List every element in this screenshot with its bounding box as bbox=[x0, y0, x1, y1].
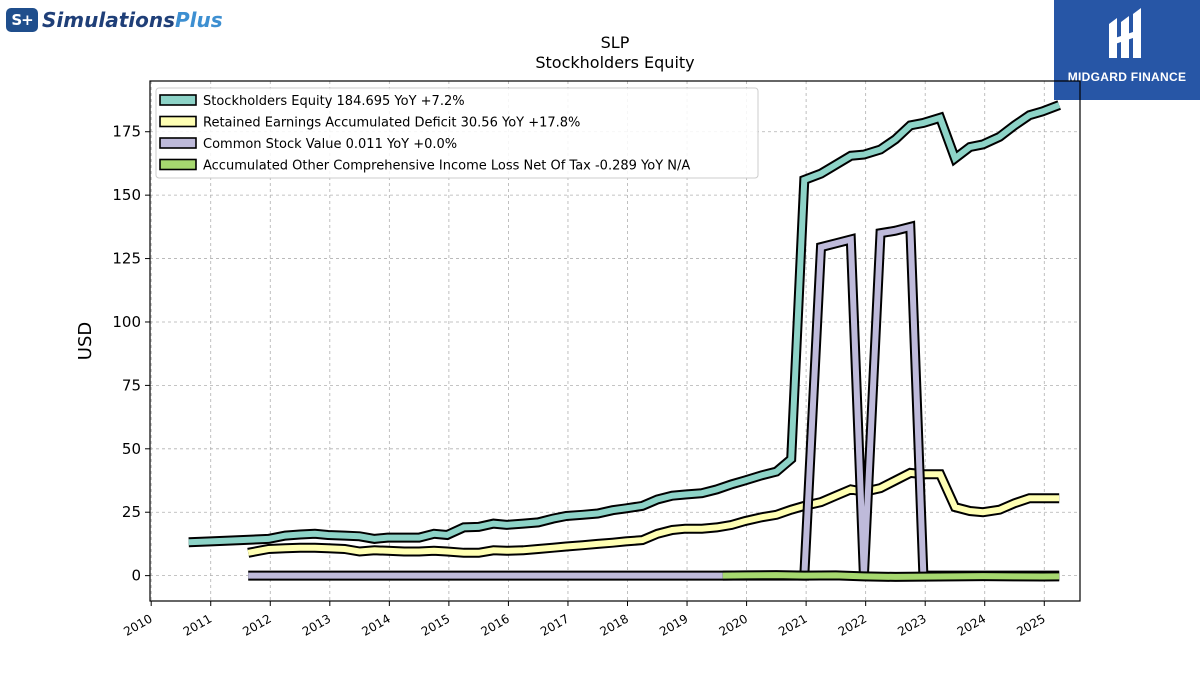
x-tick-label: 2011 bbox=[181, 611, 214, 638]
simulationsplus-wordmark: SimulationsPlus bbox=[42, 8, 223, 32]
series-line-3 bbox=[722, 572, 1060, 580]
x-tick-label: 2020 bbox=[717, 611, 750, 638]
legend-swatch bbox=[159, 115, 197, 128]
y-tick-label: 0 bbox=[131, 567, 141, 585]
y-axis-label: USD bbox=[75, 322, 96, 360]
y-tick-label: 175 bbox=[112, 123, 141, 141]
plot-frame bbox=[149, 80, 1081, 602]
x-tick-label: 2023 bbox=[895, 611, 928, 638]
legend-swatch bbox=[159, 158, 197, 171]
y-tick-label: 100 bbox=[112, 313, 141, 331]
midgard-finance-name: MIDGARD FINANCE bbox=[1067, 70, 1187, 84]
x-tick-label: 2024 bbox=[955, 611, 988, 638]
x-tick-label: 2017 bbox=[538, 611, 571, 638]
midgard-finance-logo: MIDGARD FINANCE bbox=[1054, 0, 1200, 100]
x-tick-label: 2013 bbox=[300, 611, 333, 638]
x-tick-label: 2016 bbox=[478, 611, 511, 638]
series-line-2 bbox=[248, 223, 1060, 579]
y-tick-label: 125 bbox=[112, 250, 141, 268]
x-tick-label: 2022 bbox=[836, 611, 869, 638]
legend-label: Common Stock Value 0.011 YoY +0.0% bbox=[203, 137, 457, 152]
logo-word-suffix: Plus bbox=[175, 8, 223, 32]
x-tick-label: 2014 bbox=[359, 611, 392, 638]
legend-swatch bbox=[159, 137, 197, 149]
x-axis: 2010 2011 2012 2013 2014 2015 2016 2017 2018 2019… bbox=[121, 601, 1048, 639]
logo-word-prefix: Simulations bbox=[42, 8, 175, 32]
y-tick-label: 150 bbox=[112, 186, 141, 204]
legend: Stockholders Equity 184.695 YoY +7.2% Ret… bbox=[155, 87, 759, 179]
series-outline-2 bbox=[248, 220, 1060, 581]
x-tick-label: 2010 bbox=[121, 611, 154, 638]
x-tick-label: 2025 bbox=[1014, 611, 1047, 638]
legend-label: Stockholders Equity 184.695 YoY +7.2% bbox=[203, 94, 465, 109]
y-tick-label: 75 bbox=[122, 376, 141, 394]
legend-label: Retained Earnings Accumulated Deficit 30… bbox=[203, 116, 580, 131]
x-tick-label: 2015 bbox=[419, 611, 452, 638]
chart-title: SLP bbox=[601, 33, 630, 52]
series-line-0 bbox=[188, 102, 1061, 546]
legend-swatch bbox=[159, 94, 197, 106]
s-plus-badge-icon: S+ bbox=[6, 8, 38, 32]
simulationsplus-logo: S+ SimulationsPlus bbox=[6, 6, 223, 34]
y-axis: 0 25 50 75 100 125 150 175 bbox=[112, 123, 150, 585]
legend-label: Accumulated Other Comprehensive Income L… bbox=[203, 159, 690, 174]
y-tick-label: 25 bbox=[122, 503, 141, 521]
y-tick-label: 50 bbox=[122, 440, 141, 458]
midgard-monogram-icon bbox=[1109, 8, 1141, 58]
chart-subtitle: Stockholders Equity bbox=[535, 53, 694, 72]
x-tick-label: 2021 bbox=[776, 611, 809, 638]
series-layer bbox=[188, 100, 1061, 582]
x-tick-label: 2018 bbox=[598, 611, 631, 638]
x-tick-label: 2019 bbox=[657, 611, 690, 638]
legend-box bbox=[155, 87, 759, 179]
x-tick-label: 2012 bbox=[240, 611, 273, 638]
